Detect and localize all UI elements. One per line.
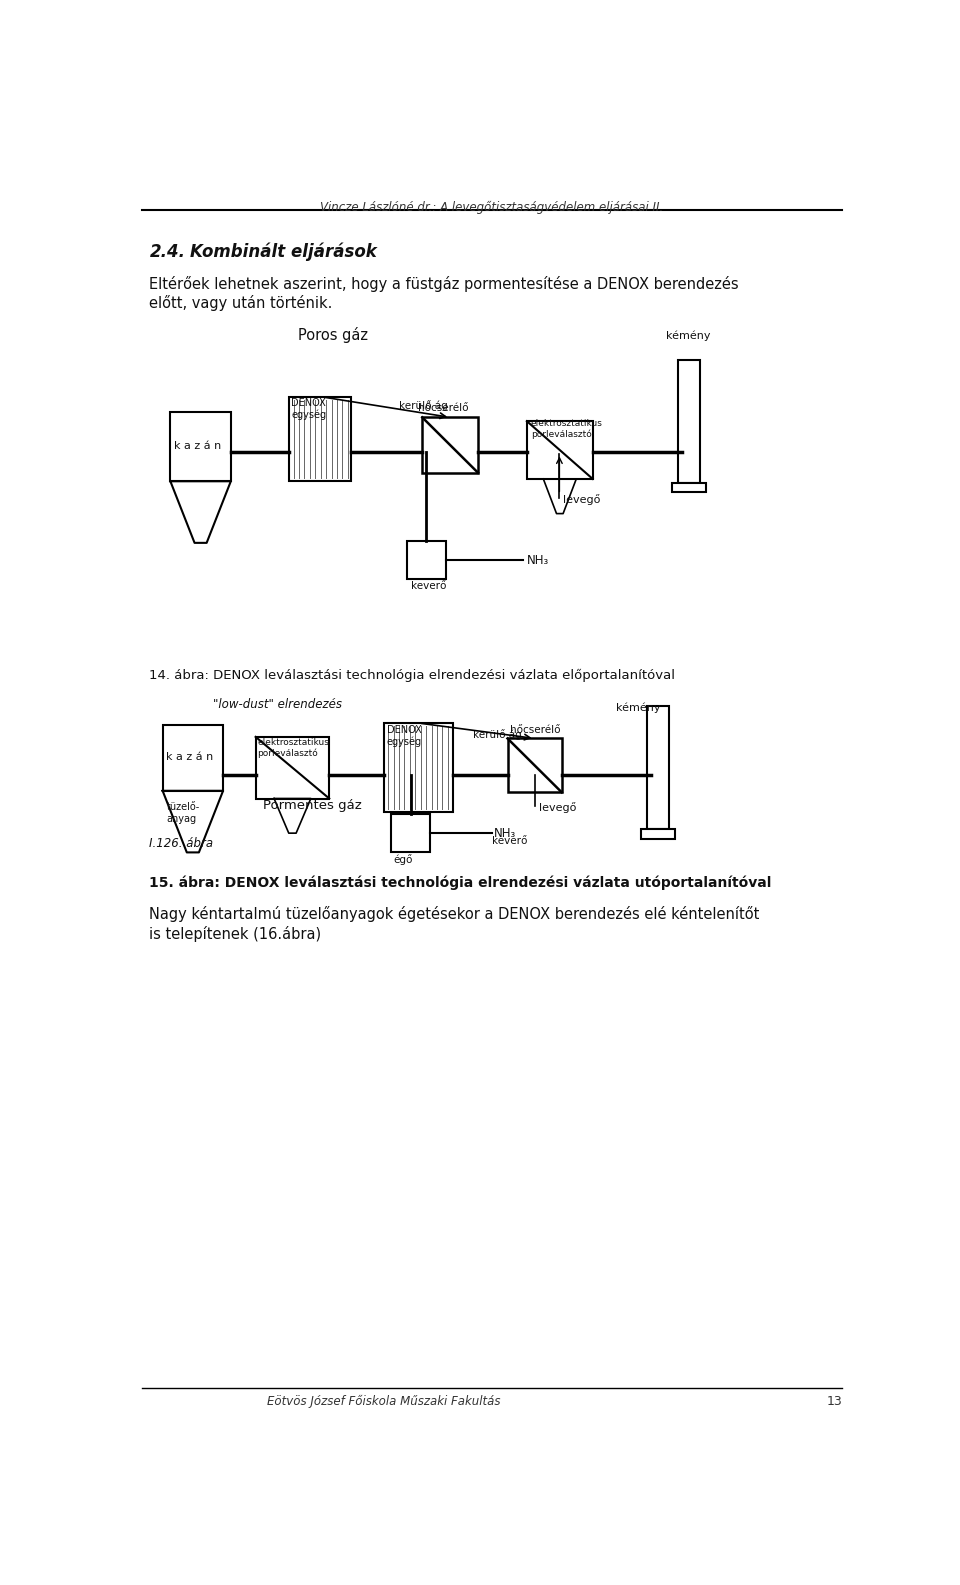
- Text: hőcserélő: hőcserélő: [419, 404, 468, 414]
- Bar: [162, 726, 223, 791]
- Text: hőcserélő: hőcserélő: [510, 724, 561, 734]
- Bar: [407, 540, 445, 579]
- Text: "low-dust" elrendezés: "low-dust" elrendezés: [213, 699, 342, 712]
- Text: k a z á n: k a z á n: [166, 753, 214, 762]
- Text: elektrosztatikus
porleválasztó: elektrosztatikus porleválasztó: [257, 739, 329, 759]
- Bar: [255, 737, 329, 799]
- Text: Pormentes gáz: Pormentes gáz: [263, 799, 362, 812]
- Bar: [422, 417, 478, 472]
- Text: Nagy kéntartalmú tüzelőanyagok égetésekor a DENOX berendezés elé kéntelenítőt: Nagy kéntartalmú tüzelőanyagok égetéseko…: [150, 907, 759, 922]
- Text: kerülő ág: kerülő ág: [399, 399, 447, 411]
- Bar: [672, 483, 706, 491]
- Text: Eltérőek lehetnek aszerint, hogy a füstgáz pormentesítése a DENOX berendezés: Eltérőek lehetnek aszerint, hogy a füstg…: [150, 276, 739, 293]
- Text: kémény: kémény: [616, 702, 660, 713]
- Text: Kombinált eljárások: Kombinált eljárások: [190, 243, 376, 262]
- Text: levegő: levegő: [564, 495, 601, 506]
- Text: 15. ábra: DENOX leválasztási technológia elrendezési vázlata utóportalanítóval: 15. ábra: DENOX leválasztási technológia…: [150, 875, 772, 891]
- Text: DENOX
egység: DENOX egység: [387, 724, 421, 747]
- Text: NH₃: NH₃: [527, 553, 549, 567]
- Bar: [392, 815, 430, 853]
- Text: kerülő ág: kerülő ág: [472, 729, 521, 740]
- Text: keverő: keverő: [411, 580, 446, 591]
- Text: 14. ábra: DENOX leválasztási technológia elrendezési vázlata előportalanítóval: 14. ábra: DENOX leválasztási technológia…: [150, 669, 676, 682]
- Text: Eötvös József Főiskola Műszaki Fakultás: Eötvös József Főiskola Műszaki Fakultás: [267, 1395, 500, 1409]
- Text: 13: 13: [827, 1395, 842, 1407]
- Text: égő: égő: [394, 854, 413, 865]
- Text: NH₃: NH₃: [493, 827, 516, 840]
- Text: előtt, vagy után történik.: előtt, vagy után történik.: [150, 295, 333, 311]
- Bar: [527, 422, 592, 479]
- Text: 2.4.: 2.4.: [150, 243, 185, 260]
- Text: DENOX
egység: DENOX egység: [291, 398, 326, 420]
- Text: tüzelő-
anyag: tüzelő- anyag: [166, 802, 200, 824]
- Text: Vincze Lászlóné dr.: A levegőtisztaságvédelem eljárásai II.: Vincze Lászlóné dr.: A levegőtisztaságvé…: [321, 201, 663, 214]
- Bar: [678, 360, 700, 483]
- Text: kémény: kémény: [666, 330, 710, 341]
- Bar: [641, 829, 675, 838]
- Text: I.126. ábra: I.126. ábra: [150, 837, 213, 850]
- Bar: [170, 412, 230, 482]
- Bar: [508, 739, 562, 792]
- Text: levegő: levegő: [539, 802, 576, 813]
- Text: keverő: keverő: [492, 837, 527, 846]
- Text: Poros gáz: Poros gáz: [299, 327, 369, 344]
- Text: is telepítenek (16.ábra): is telepítenek (16.ábra): [150, 926, 322, 943]
- Bar: [289, 396, 351, 482]
- Bar: [647, 705, 669, 829]
- Text: elektrosztatikus
porleválasztó: elektrosztatikus porleválasztó: [531, 418, 603, 439]
- Bar: [383, 723, 453, 812]
- Text: k a z á n: k a z á n: [175, 441, 222, 452]
